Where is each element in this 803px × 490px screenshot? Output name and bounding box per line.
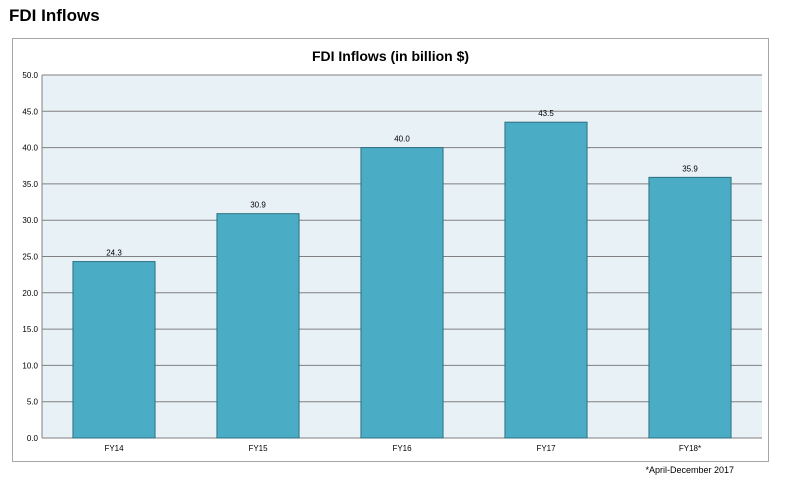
y-tick-label: 0.0 bbox=[27, 434, 39, 443]
y-tick-label: 30.0 bbox=[22, 216, 38, 225]
bar-value-label: 24.3 bbox=[106, 249, 122, 258]
bar bbox=[504, 121, 588, 439]
y-tick-label: 5.0 bbox=[27, 398, 39, 407]
y-tick-label: 15.0 bbox=[22, 325, 38, 334]
bar-value-label: 30.9 bbox=[250, 201, 266, 210]
y-tick-label: 40.0 bbox=[22, 144, 38, 153]
bar-chart: 0.0 5.0 10.0 15.0 20.0 25.0 30.0 35.0 40.0 45.0 50… bbox=[22, 71, 762, 453]
bar bbox=[648, 176, 732, 439]
x-tick-label: FY18* bbox=[679, 444, 701, 453]
y-tick-label: 45.0 bbox=[22, 107, 38, 116]
y-tick-label: 10.0 bbox=[22, 361, 38, 370]
y-tick-label: 50.0 bbox=[22, 71, 38, 80]
x-tick-label: FY15 bbox=[248, 444, 268, 453]
bar-value-label: 35.9 bbox=[682, 164, 698, 173]
x-tick-label: FY14 bbox=[104, 444, 124, 453]
x-tick-label: FY17 bbox=[536, 444, 556, 453]
y-tick-label: 35.0 bbox=[22, 180, 38, 189]
y-tick-label: 25.0 bbox=[22, 253, 38, 262]
bar-value-label: 43.5 bbox=[538, 109, 554, 118]
bar-value-label: 40.0 bbox=[394, 135, 410, 144]
page-heading: FDI Inflows bbox=[9, 6, 100, 25]
chart-footnote: *April-December 2017 bbox=[645, 465, 734, 475]
y-tick-label: 20.0 bbox=[22, 289, 38, 298]
bar bbox=[216, 213, 300, 439]
chart-title: FDI Inflows (in billion $) bbox=[311, 48, 470, 64]
x-tick-label: FY16 bbox=[392, 444, 412, 453]
chart-frame: FDI Inflows (in billion $) 0.0 5.0 10.0 15.… bbox=[12, 38, 769, 462]
bar bbox=[72, 261, 156, 439]
bar bbox=[360, 147, 444, 439]
